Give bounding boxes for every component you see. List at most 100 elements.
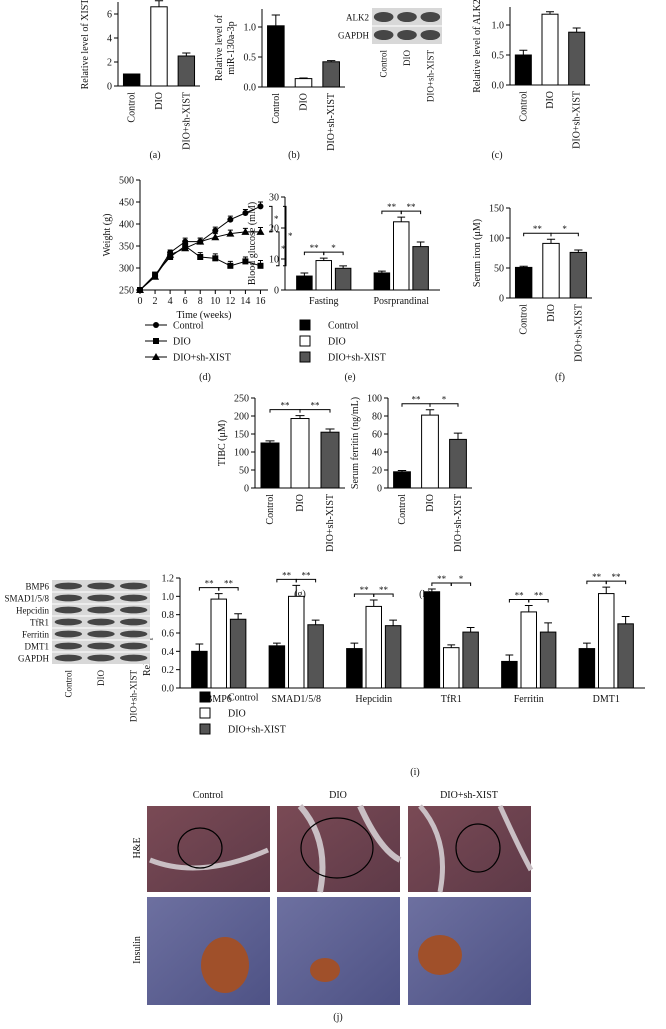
error-bar [397,469,407,472]
x-tick-label: 12 [225,296,235,307]
x-tick-label: 8 [198,296,203,307]
y-tick-label: 150 [489,204,504,215]
error-bar [397,216,406,222]
significance-bracket [276,231,280,267]
error-bar [265,440,275,443]
error-bar [519,49,528,55]
y-tick-label: 0.0 [492,81,505,92]
bar [423,591,441,689]
blot-column-label: DIO [402,50,412,66]
blot-band [397,29,417,41]
error-bar [425,409,435,416]
y-axis-label: Weight (g) [102,214,113,257]
significance-label: ** [282,570,292,580]
legend-swatch [299,351,311,363]
significance-label: * [281,244,286,254]
blot-band [373,29,394,41]
significance-label: ** [311,401,321,411]
y-axis-label: Blood glucose (mM) [247,202,258,285]
y-tick-label: 0 [107,82,112,93]
point [151,272,160,280]
x-tick-label: DIO+sh-XIST [453,494,464,552]
x-axis-label: Time (weeks) [177,310,232,321]
panel-label: (j) [333,1012,342,1023]
significance-label: ** [205,579,215,589]
error-bar [519,265,528,268]
y-tick-label: 20 [372,466,382,477]
bar [296,275,313,291]
bar [320,431,340,489]
y-tick-label: 0 [274,286,279,297]
point [256,227,265,235]
significance-bracket [605,580,627,585]
y-tick-label: 60 [372,430,382,441]
x-tick-label: DIO+sh-XIST [181,92,192,150]
blot-band [373,11,394,23]
significance-bracket [550,232,579,237]
islet-outline [300,817,374,879]
legend-label: DIO [173,337,191,348]
significance-label: ** [611,572,621,582]
significance-bracket [373,593,394,597]
significance-label: * [442,395,447,405]
error-bar [350,642,359,649]
blot-band [87,630,115,638]
islet-outline [177,827,223,869]
legend-label: DIO+sh-XIST [173,353,231,364]
bar [412,246,429,291]
insulin-stain [201,937,249,993]
y-tick-label: 1.0 [492,21,505,32]
significance-bracket [218,587,239,591]
bar [122,73,141,87]
blot-band [119,618,148,626]
significance-bracket [269,205,273,233]
y-tick-label: 0.6 [162,629,175,640]
y-tick-label: 0.5 [244,53,257,64]
y-tick-label: 200 [234,412,249,423]
blot-row-label: GAPDH [18,654,50,664]
blot-band [87,642,115,650]
error-bar [273,642,281,646]
blot-band [54,642,83,650]
bar [315,260,332,291]
significance-label: ** [412,395,422,405]
y-tick-label: 100 [489,234,504,245]
y-axis-label: Relative level of [214,14,225,81]
error-bar [195,643,204,652]
bar [541,13,559,86]
bar [501,660,518,689]
significance-label: ** [387,202,397,212]
point [241,227,250,235]
significance-label: ** [224,579,234,589]
islet-outline [455,823,501,873]
bar [150,6,168,87]
y-axis-label: Relative level of ALK2 [472,0,483,93]
legend-label: DIO+sh-XIST [228,725,286,736]
error-bar [214,593,223,600]
column-label: DIO [329,790,347,801]
tissue-streak [418,804,534,893]
y-tick-label: 0.2 [162,665,175,676]
point [166,250,175,258]
legend-marker [153,338,159,344]
y-tick-label: 30 [269,193,279,204]
bar [393,471,411,489]
column-label: Control [193,790,224,801]
error-bar [544,622,552,633]
blot-band [119,606,148,614]
error-bar [389,619,397,626]
x-tick-label: DIO+sh-XIST [326,93,337,151]
error-bar [574,249,583,253]
error-bar [466,627,475,633]
x-tick-label: DIO [154,92,165,110]
bar [365,605,382,689]
y-axis-label: Relative level of XIST [80,0,91,89]
significance-label: * [459,574,464,584]
blot-column-label: Control [379,50,389,78]
y-tick-label: 0 [499,294,504,305]
y-tick-label: 250 [119,286,134,297]
error-bar [453,432,463,440]
x-tick-label: 10 [210,296,220,307]
blot-band [420,11,441,23]
blot-band [119,594,148,602]
